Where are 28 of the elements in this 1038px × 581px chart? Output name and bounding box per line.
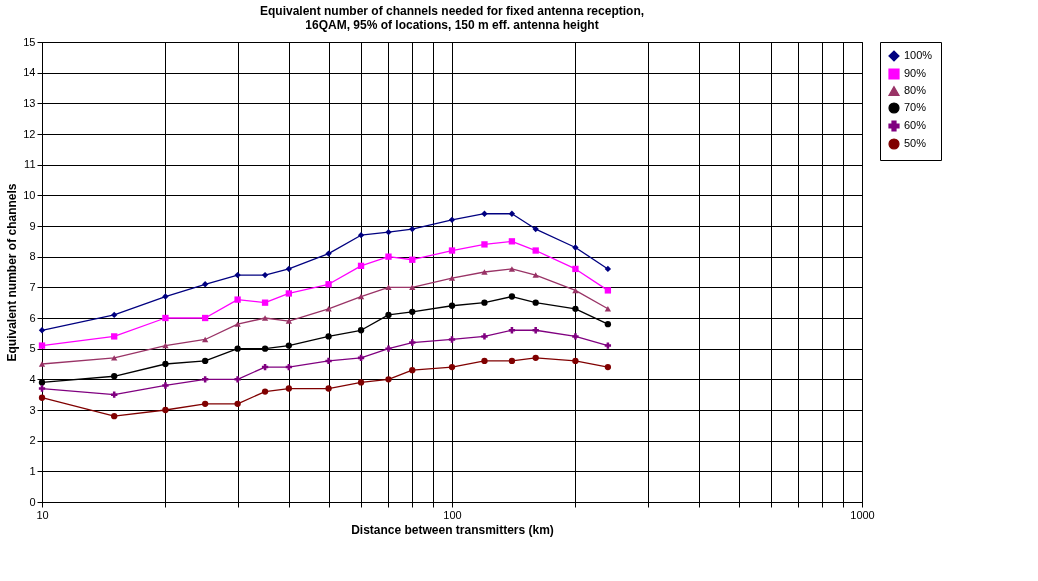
y-tick-label: 8 bbox=[29, 250, 36, 263]
x-tick-label: 1000 bbox=[850, 508, 875, 521]
x-axis-title: Distance between transmitters (km) bbox=[351, 522, 554, 537]
legend-label: 60% bbox=[904, 119, 927, 131]
legend-label: 100% bbox=[904, 49, 933, 61]
y-tick-label: 4 bbox=[29, 372, 36, 385]
legend-label: 90% bbox=[904, 67, 927, 79]
legend-label: 70% bbox=[904, 101, 927, 113]
y-tick-label: 11 bbox=[24, 158, 36, 171]
legend-label: 50% bbox=[904, 137, 927, 149]
y-tick-label: 2 bbox=[29, 434, 36, 447]
y-tick-label: 9 bbox=[29, 219, 36, 232]
text: Equivalent number of channels needed for fixed antenna reception, bbox=[259, 4, 645, 18]
y-tick-label: 12 bbox=[23, 127, 36, 140]
y-tick-label: 10 bbox=[23, 188, 36, 201]
y-tick-label: 6 bbox=[29, 311, 36, 324]
y-tick-label: 3 bbox=[29, 403, 36, 416]
y-tick-label: 1 bbox=[29, 464, 36, 477]
legend-label: 80% bbox=[904, 84, 927, 96]
y-tick-label: 14 bbox=[23, 66, 36, 79]
text: 16QAM, 95% of locations, 150 m eff. antenna height bbox=[305, 18, 599, 32]
x-tick-label: 100 bbox=[443, 508, 462, 521]
y-tick-label: 15 bbox=[23, 35, 36, 48]
y-tick-label: 5 bbox=[29, 342, 36, 355]
y-tick-label: 0 bbox=[29, 495, 36, 508]
y-tick-label: 7 bbox=[29, 280, 36, 293]
y-axis-title: Equivalent number of channels bbox=[5, 183, 20, 362]
y-tick-label: 13 bbox=[23, 96, 36, 109]
